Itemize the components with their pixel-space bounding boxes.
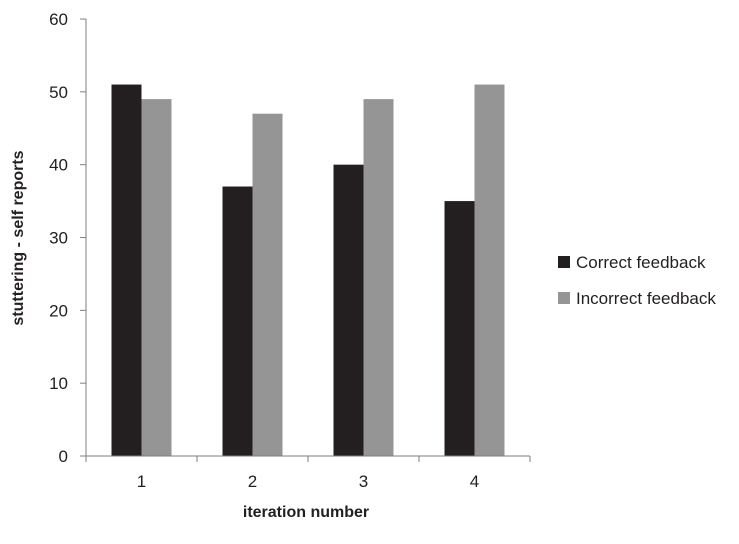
bars-group <box>111 84 505 457</box>
bar-series-2-category-4 <box>474 84 505 457</box>
bar-series-1-category-1 <box>111 84 142 457</box>
y-tick-label: 60 <box>49 10 68 29</box>
legend-swatch <box>558 256 570 268</box>
y-axis-ticks: 0 10 20 30 40 50 60 <box>49 10 86 466</box>
x-tick-label: 4 <box>470 472 479 491</box>
legend-swatch <box>558 292 570 304</box>
y-tick-label: 20 <box>49 301 68 320</box>
x-axis-ticks: 1 2 3 4 <box>85 456 531 491</box>
legend-label: Incorrect feedback <box>576 289 716 308</box>
bar-series-1-category-2 <box>222 186 253 456</box>
legend-label: Correct feedback <box>576 253 706 272</box>
legend: Correct feedback Incorrect feedback <box>558 253 716 308</box>
y-tick-label: 0 <box>59 447 68 466</box>
x-axis-label: iteration number <box>243 504 369 521</box>
x-tick-label: 3 <box>359 472 368 491</box>
y-tick-label: 10 <box>49 374 68 393</box>
y-axis-label: stuttering - self reports <box>10 150 27 325</box>
bar-series-2-category-1 <box>141 99 172 456</box>
x-tick-label: 1 <box>137 472 146 491</box>
bar-series-2-category-2 <box>252 113 283 456</box>
bar-series-1-category-3 <box>333 164 364 456</box>
x-tick-label: 2 <box>248 472 257 491</box>
y-tick-label: 40 <box>49 156 68 175</box>
bar-series-2-category-3 <box>363 99 394 456</box>
bar-series-1-category-4 <box>444 201 475 456</box>
y-tick-label: 50 <box>49 83 68 102</box>
y-tick-label: 30 <box>49 229 68 248</box>
